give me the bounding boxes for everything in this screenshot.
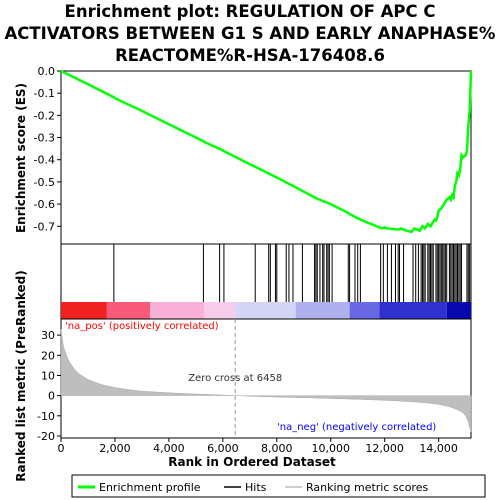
- ranking-metric-fill: [60, 329, 472, 432]
- ranked-y-axis-title: Ranked list metric (PreRanked): [14, 270, 28, 482]
- rank-colorbar: [61, 302, 471, 319]
- legend-frame: [71, 474, 486, 498]
- ranked-y-tick-label: 30: [41, 329, 55, 342]
- legend: Enrichment profile Hits Ranking metric s…: [71, 474, 486, 498]
- chart-title-line-3: REACTOME%R-HSA-176408.6: [115, 46, 385, 65]
- colorbar-segment: [349, 302, 380, 319]
- colorbar-segment: [106, 302, 151, 319]
- ranked-y-tick-label: 20: [41, 349, 55, 362]
- enrichment-profile-line: [60, 69, 473, 234]
- neg-correlated-label: 'na_neg' (negatively correlated): [277, 422, 436, 433]
- legend-ranking-label: Ranking metric scores: [306, 481, 428, 494]
- es-y-tick-label: -0.2: [34, 109, 55, 122]
- x-tick-label: 12,000: [365, 442, 404, 455]
- x-tick-label: 6,000: [207, 442, 239, 455]
- es-y-tick-label: -0.6: [34, 198, 55, 211]
- es-y-axis: 0.0 -0.1 -0.2 -0.3 -0.4 -0.5 -0.6 -0.7: [34, 65, 61, 233]
- x-axis: 0 2,000 4,000 6,000 8,000 10,000 12,000 14,000: [58, 438, 458, 455]
- es-y-tick-label: -0.4: [34, 154, 55, 167]
- es-y-tick-label: 0.0: [38, 65, 56, 78]
- es-panel: 0.0 -0.1 -0.2 -0.3 -0.4 -0.5 -0.6 -0.7 Enrichme…: [14, 65, 473, 245]
- es-y-tick-label: -0.7: [34, 220, 55, 233]
- colorbar-segment: [295, 302, 350, 319]
- ranked-y-tick-label: 0: [48, 390, 55, 403]
- zero-cross-label: Zero cross at 6458: [188, 373, 282, 384]
- colorbar-segment: [379, 302, 447, 319]
- es-y-tick-label: -0.5: [34, 176, 55, 189]
- x-tick-label: 4,000: [153, 442, 185, 455]
- chart-title-line-1: Enrichment plot: REGULATION OF APC C: [65, 2, 436, 21]
- x-tick-label: 2,000: [99, 442, 131, 455]
- x-tick-label: 0: [58, 442, 65, 455]
- legend-enrichment-label: Enrichment profile: [99, 481, 201, 494]
- ranked-y-tick-label: 10: [41, 369, 55, 382]
- es-y-tick-label: -0.3: [34, 132, 55, 145]
- colorbar-segment: [61, 302, 107, 319]
- x-tick-label: 8,000: [261, 442, 293, 455]
- hits-panel: [60, 243, 472, 320]
- pos-correlated-label: 'na_pos' (positively correlated): [65, 321, 219, 332]
- x-tick-label: 14,000: [419, 442, 458, 455]
- colorbar-segment: [150, 302, 204, 319]
- colorbar-segment: [446, 302, 471, 319]
- hit-markers: [113, 244, 471, 302]
- colorbar-segment: [235, 302, 296, 319]
- chart-title-line-2: ACTIVATORS BETWEEN G1 S AND EARLY ANAPHA…: [5, 24, 496, 43]
- ranking-metric-area: [60, 329, 472, 432]
- ranked-y-tick-label: -10: [37, 410, 55, 423]
- colorbar-segment: [203, 302, 236, 319]
- ranked-y-axis: 30 20 10 0 -10 -20: [37, 329, 61, 443]
- legend-hits-label: Hits: [245, 481, 267, 494]
- es-y-tick-label: -0.1: [34, 87, 55, 100]
- ranked-panel: 30 20 10 0 -10 -20 Zero cross at 6458 'na_pos…: [14, 270, 472, 482]
- ranked-y-tick-label: -20: [37, 430, 55, 443]
- x-tick-label: 10,000: [311, 442, 350, 455]
- x-axis-title: Rank in Ordered Dataset: [168, 455, 336, 469]
- es-y-axis-title: Enrichment score (ES): [14, 83, 28, 233]
